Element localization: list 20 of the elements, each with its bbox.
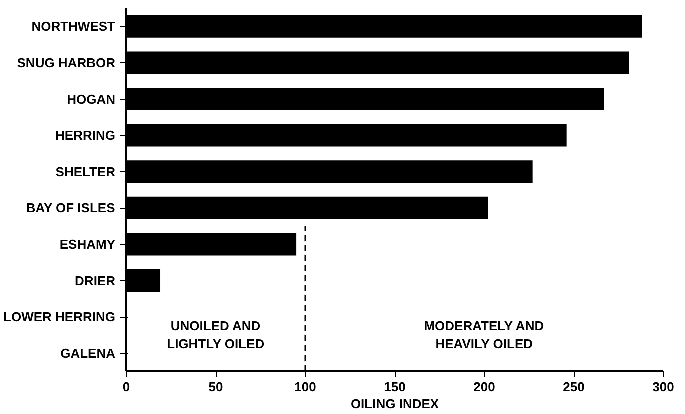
annotation: UNOILED AND LIGHTLY OILED [167,318,265,352]
annotation: MODERATELY AND HEAVILY OILED [424,318,544,352]
y-tick-label: LOWER HERRING [4,310,116,325]
x-tick-label: 100 [294,380,316,394]
y-tick-label: HOGAN [67,92,116,107]
x-tick-label: 50 [208,380,224,394]
y-tick-label: SNUG HARBOR [17,55,116,70]
x-tick-label: 0 [122,380,130,394]
x-tick-label: 200 [474,380,496,394]
y-tick-label: ESHAMY [60,236,116,252]
y-tick-label: DRIER [75,273,116,288]
y-tick-label: NORTHWEST [32,19,116,34]
x-tick-label: 150 [384,380,406,394]
x-tick-label: 250 [563,380,585,394]
x-axis-title: OILING INDEX [350,396,440,412]
y-tick-label: BAY OF ISLES [26,200,116,216]
x-tick-label: 300 [652,380,674,394]
y-tick-label: GALENA [60,346,116,361]
y-tick-label: SHELTER [56,164,116,180]
y-tick-label: HERRING [56,128,116,144]
